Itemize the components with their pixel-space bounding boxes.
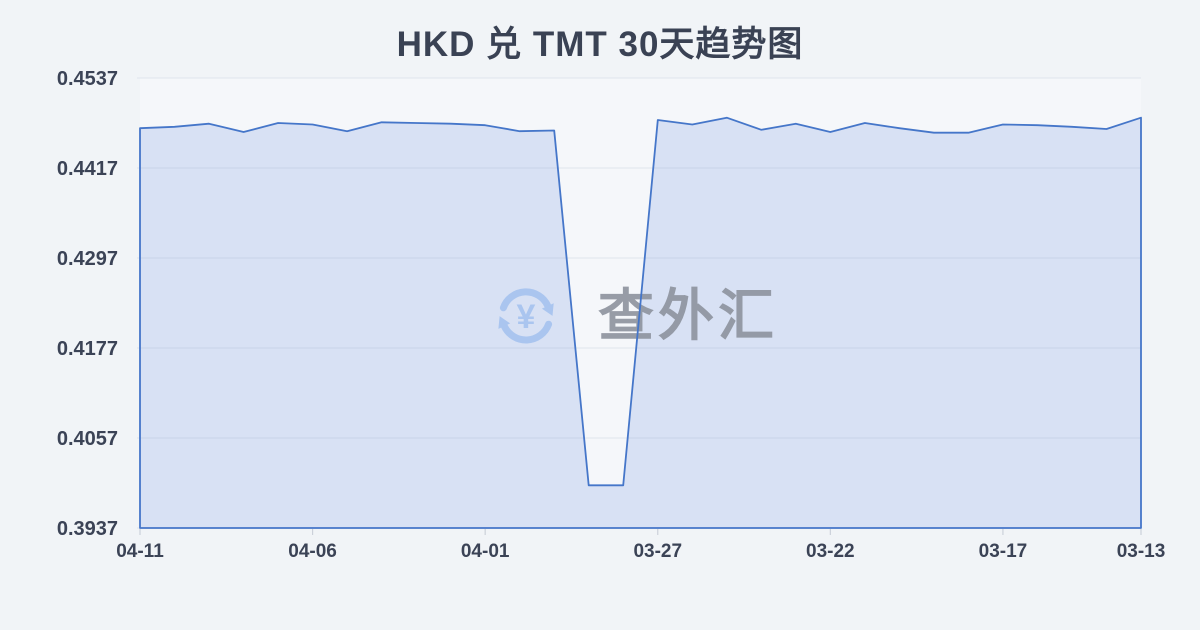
y-axis-tick-label: 0.4057 — [57, 428, 118, 450]
chart-title: HKD 兑 TMT 30天趋势图 — [396, 25, 804, 64]
refresh-arrow-top-icon — [499, 288, 552, 312]
x-axis-tick-label: 04-01 — [461, 541, 510, 562]
y-axis-tick-label: 0.3937 — [57, 518, 118, 540]
x-axis-tick-label: 03-22 — [806, 541, 855, 562]
x-axis-tick-label: 03-27 — [633, 541, 682, 562]
trend-area-fill — [140, 117, 1141, 528]
x-axis-tick-label: 04-11 — [116, 541, 164, 562]
watermark-logo-text: 查外汇 — [598, 284, 778, 347]
y-axis-tick-label: 0.4297 — [57, 248, 118, 270]
refresh-arrow-bottom-head-icon — [498, 316, 511, 329]
refresh-arrow-bottom-icon — [500, 320, 553, 344]
y-axis-tick-label: 0.4417 — [57, 158, 118, 180]
trend-line — [139, 116, 1142, 529]
y-axis-tick-label: 0.4537 — [57, 68, 118, 90]
x-axis-tick-label: 04-06 — [288, 541, 337, 562]
yen-symbol-icon: ¥ — [517, 298, 536, 336]
x-axis-tick-label: 03-17 — [979, 541, 1028, 562]
watermark: ¥ 查外汇 — [498, 284, 778, 347]
x-axis-tick-label: 03-13 — [1117, 541, 1166, 562]
y-axis-tick-label: 0.4177 — [57, 338, 118, 360]
refresh-arrow-top-head-icon — [541, 303, 554, 316]
